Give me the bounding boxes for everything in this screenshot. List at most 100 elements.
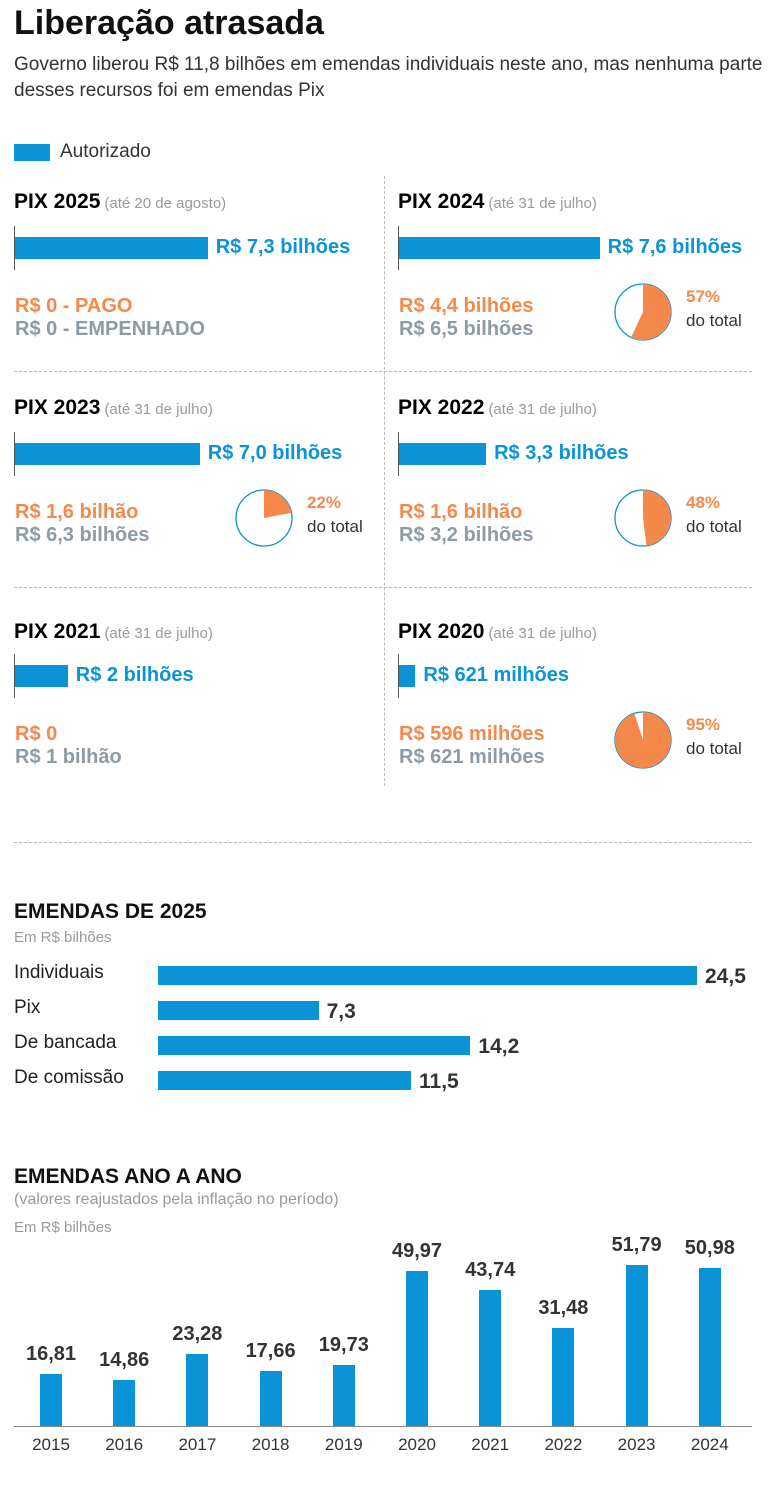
- bar-autorizado: [399, 237, 600, 259]
- panel-title: PIX 2022 (até 31 de julho): [398, 396, 597, 420]
- section-title: EMENDAS ANO A ANO: [14, 1165, 242, 1188]
- pie-slice-pago: [643, 490, 671, 546]
- value-pago: R$ 0 - PAGO: [15, 295, 133, 317]
- panel-period: (até 20 de agosto): [104, 195, 227, 212]
- pct-label: 22%: [307, 493, 342, 512]
- value-autorizado: R$ 7,6 bilhões: [607, 236, 743, 258]
- panel-title: PIX 2020 (até 31 de julho): [398, 620, 597, 644]
- panel-title: PIX 2025 (até 20 de agosto): [14, 190, 226, 214]
- bar: [259, 1371, 282, 1426]
- value-autorizado: R$ 7,3 bilhões: [215, 236, 351, 258]
- pie-chart: [614, 283, 672, 341]
- bar-axis: [398, 226, 399, 270]
- bar-value-label: 7,3: [326, 1000, 356, 1023]
- bar-autorizado: [399, 443, 487, 465]
- value-pago: R$ 0: [15, 723, 58, 745]
- panel-title: PIX 2024 (até 31 de julho): [398, 190, 597, 214]
- panel-period: (até 31 de julho): [488, 401, 597, 418]
- unit-label: Em R$ bilhões: [14, 929, 112, 946]
- legend-label: Autorizado: [60, 141, 151, 162]
- unit-label: Em R$ bilhões: [14, 1219, 112, 1236]
- bar-value-label: 50,98: [684, 1236, 735, 1259]
- bar-value-label: 16,81: [25, 1342, 77, 1365]
- value-empenhado: R$ 621 milhões: [399, 746, 545, 768]
- pct-suffix: do total: [686, 311, 742, 330]
- value-empenhado: R$ 0 - EMPENHADO: [15, 318, 206, 340]
- panel-period: (até 31 de julho): [488, 195, 597, 212]
- bar-autorizado: [15, 443, 200, 465]
- x-tick-label: 2017: [178, 1435, 217, 1454]
- bar-value-label: 24,5: [705, 965, 746, 988]
- bar-category: Pix: [14, 997, 41, 1018]
- panel-title: PIX 2021 (até 31 de julho): [14, 620, 213, 644]
- pct-suffix: do total: [686, 739, 742, 758]
- bar-value-label: 14,2: [478, 1035, 520, 1058]
- panel-year: PIX 2020: [398, 620, 485, 643]
- pct-label: 48%: [686, 493, 721, 512]
- x-tick-label: 2016: [105, 1435, 144, 1454]
- section-divider: [14, 842, 752, 843]
- pie-chart: [614, 489, 672, 547]
- pct-suffix: do total: [307, 517, 363, 536]
- bar-autorizado: [399, 665, 416, 687]
- value-empenhado: R$ 6,3 bilhões: [15, 524, 150, 546]
- bar-value-label: 23,28: [172, 1322, 223, 1345]
- bar: [158, 966, 697, 985]
- bar-axis: [14, 226, 15, 270]
- value-autorizado: R$ 621 milhões: [423, 664, 570, 686]
- value-empenhado: R$ 3,2 bilhões: [399, 524, 534, 546]
- panel-period: (até 31 de julho): [104, 401, 213, 418]
- bar-axis: [398, 432, 399, 476]
- x-tick-label: 2024: [690, 1435, 729, 1454]
- pct-suffix: do total: [686, 517, 742, 536]
- bar-autorizado: [15, 237, 208, 259]
- page-title: Liberação atrasada: [14, 4, 324, 42]
- x-tick-label: 2023: [617, 1435, 656, 1454]
- value-pago: R$ 1,6 bilhão: [15, 501, 139, 523]
- panel-period: (até 31 de julho): [104, 625, 213, 642]
- panel-year: PIX 2024: [398, 190, 485, 213]
- panel-year: PIX 2021: [14, 620, 101, 643]
- pie-chart: [614, 711, 672, 769]
- value-autorizado: R$ 7,0 bilhões: [207, 442, 343, 464]
- bar: [158, 1036, 471, 1055]
- bar: [406, 1271, 428, 1426]
- value-pago: R$ 4,4 bilhões: [399, 295, 534, 317]
- bar: [158, 1071, 411, 1090]
- x-tick-label: 2021: [471, 1435, 510, 1454]
- bar-category: Individuais: [14, 962, 104, 983]
- x-tick-label: 2022: [544, 1435, 583, 1454]
- bar-value-label: 11,5: [419, 1070, 459, 1093]
- bar-category: De comissão: [14, 1067, 124, 1088]
- pie-slice-pago: [615, 712, 671, 768]
- x-tick-label: 2018: [251, 1435, 290, 1454]
- value-autorizado: R$ 3,3 bilhões: [494, 442, 629, 464]
- bar: [552, 1328, 575, 1426]
- value-empenhado: R$ 6,5 bilhões: [399, 318, 534, 340]
- bar: [332, 1364, 355, 1426]
- section-title: EMENDAS DE 2025: [14, 900, 207, 923]
- x-tick-label: 2019: [324, 1435, 363, 1454]
- value-pago: R$ 1,6 bilhão: [399, 501, 523, 523]
- bar-axis: [398, 654, 399, 698]
- legend-swatch-autorizado: [14, 144, 50, 161]
- bar: [40, 1373, 62, 1426]
- panel-title: PIX 2023 (até 31 de julho): [14, 396, 213, 420]
- panel-divider: [384, 176, 385, 786]
- value-empenhado: R$ 1 bilhão: [15, 746, 122, 768]
- bar-value-label: 51,79: [611, 1234, 662, 1257]
- panel-year: PIX 2025: [14, 190, 101, 213]
- pct-label: 57%: [686, 287, 721, 306]
- bar-axis: [14, 432, 15, 476]
- pct-label: 95%: [686, 715, 721, 734]
- bar-category: De bancada: [14, 1032, 117, 1053]
- bar: [113, 1379, 136, 1426]
- panel-year: PIX 2023: [14, 396, 101, 419]
- bar-value-label: 17,66: [245, 1340, 296, 1363]
- panel-period: (até 31 de julho): [488, 625, 597, 642]
- bar: [186, 1353, 209, 1426]
- bar-value-label: 43,74: [465, 1259, 516, 1282]
- bar: [479, 1290, 502, 1426]
- bar-axis: [14, 654, 15, 698]
- x-tick-label: 2020: [398, 1435, 436, 1454]
